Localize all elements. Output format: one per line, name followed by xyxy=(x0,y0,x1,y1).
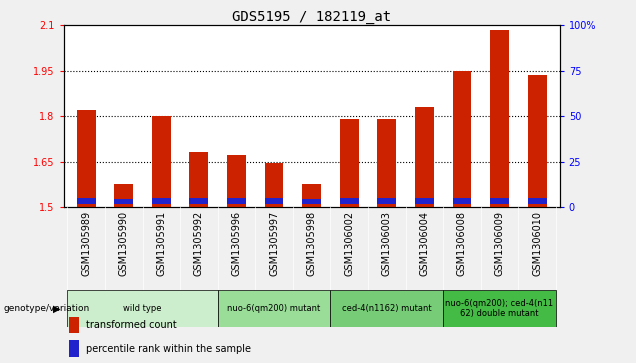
Text: GSM1305992: GSM1305992 xyxy=(194,211,204,276)
Bar xyxy=(227,198,246,204)
Bar xyxy=(490,198,509,204)
Bar xyxy=(114,184,133,207)
Bar xyxy=(528,76,546,207)
Text: GSM1306008: GSM1306008 xyxy=(457,211,467,276)
Text: GSM1305997: GSM1305997 xyxy=(269,211,279,276)
Bar xyxy=(377,119,396,207)
Bar xyxy=(265,199,284,204)
Text: GSM1306004: GSM1306004 xyxy=(419,211,429,276)
Text: GSM1305989: GSM1305989 xyxy=(81,211,91,276)
Bar xyxy=(77,198,95,204)
Text: GSM1306003: GSM1306003 xyxy=(382,211,392,276)
Bar xyxy=(340,119,359,207)
Bar xyxy=(218,290,331,327)
Text: genotype/variation: genotype/variation xyxy=(3,304,90,313)
Bar xyxy=(152,198,170,204)
Bar xyxy=(443,290,556,327)
Text: GSM1306009: GSM1306009 xyxy=(495,211,504,276)
Bar xyxy=(453,71,471,207)
Bar xyxy=(490,30,509,207)
Bar xyxy=(152,116,170,207)
Bar xyxy=(227,155,246,207)
Bar xyxy=(67,290,218,327)
Text: nuo-6(qm200); ced-4(n11
62) double mutant: nuo-6(qm200); ced-4(n11 62) double mutan… xyxy=(445,299,553,318)
Text: GSM1306010: GSM1306010 xyxy=(532,211,542,276)
Text: nuo-6(qm200) mutant: nuo-6(qm200) mutant xyxy=(228,304,321,313)
Bar xyxy=(69,340,80,357)
Text: percentile rank within the sample: percentile rank within the sample xyxy=(86,343,251,354)
Bar xyxy=(190,152,209,207)
Bar xyxy=(453,198,471,204)
Text: ▶: ▶ xyxy=(53,303,60,314)
Bar xyxy=(331,290,443,327)
Bar xyxy=(528,198,546,204)
Text: transformed count: transformed count xyxy=(86,320,177,330)
Bar xyxy=(302,199,321,204)
Bar xyxy=(114,199,133,204)
Text: wild type: wild type xyxy=(123,304,162,313)
Bar xyxy=(265,163,284,207)
Text: ced-4(n1162) mutant: ced-4(n1162) mutant xyxy=(342,304,432,313)
Title: GDS5195 / 182119_at: GDS5195 / 182119_at xyxy=(232,11,391,24)
Text: GSM1305996: GSM1305996 xyxy=(232,211,242,276)
Bar xyxy=(415,107,434,207)
Text: GSM1305991: GSM1305991 xyxy=(156,211,166,276)
Bar xyxy=(415,198,434,204)
Bar xyxy=(190,198,209,204)
Bar xyxy=(69,317,80,333)
Bar xyxy=(340,199,359,204)
Text: GSM1306002: GSM1306002 xyxy=(344,211,354,276)
Text: GSM1305998: GSM1305998 xyxy=(307,211,317,276)
Bar xyxy=(377,199,396,204)
Text: GSM1305990: GSM1305990 xyxy=(119,211,128,276)
Bar xyxy=(302,184,321,207)
Bar xyxy=(77,110,95,207)
